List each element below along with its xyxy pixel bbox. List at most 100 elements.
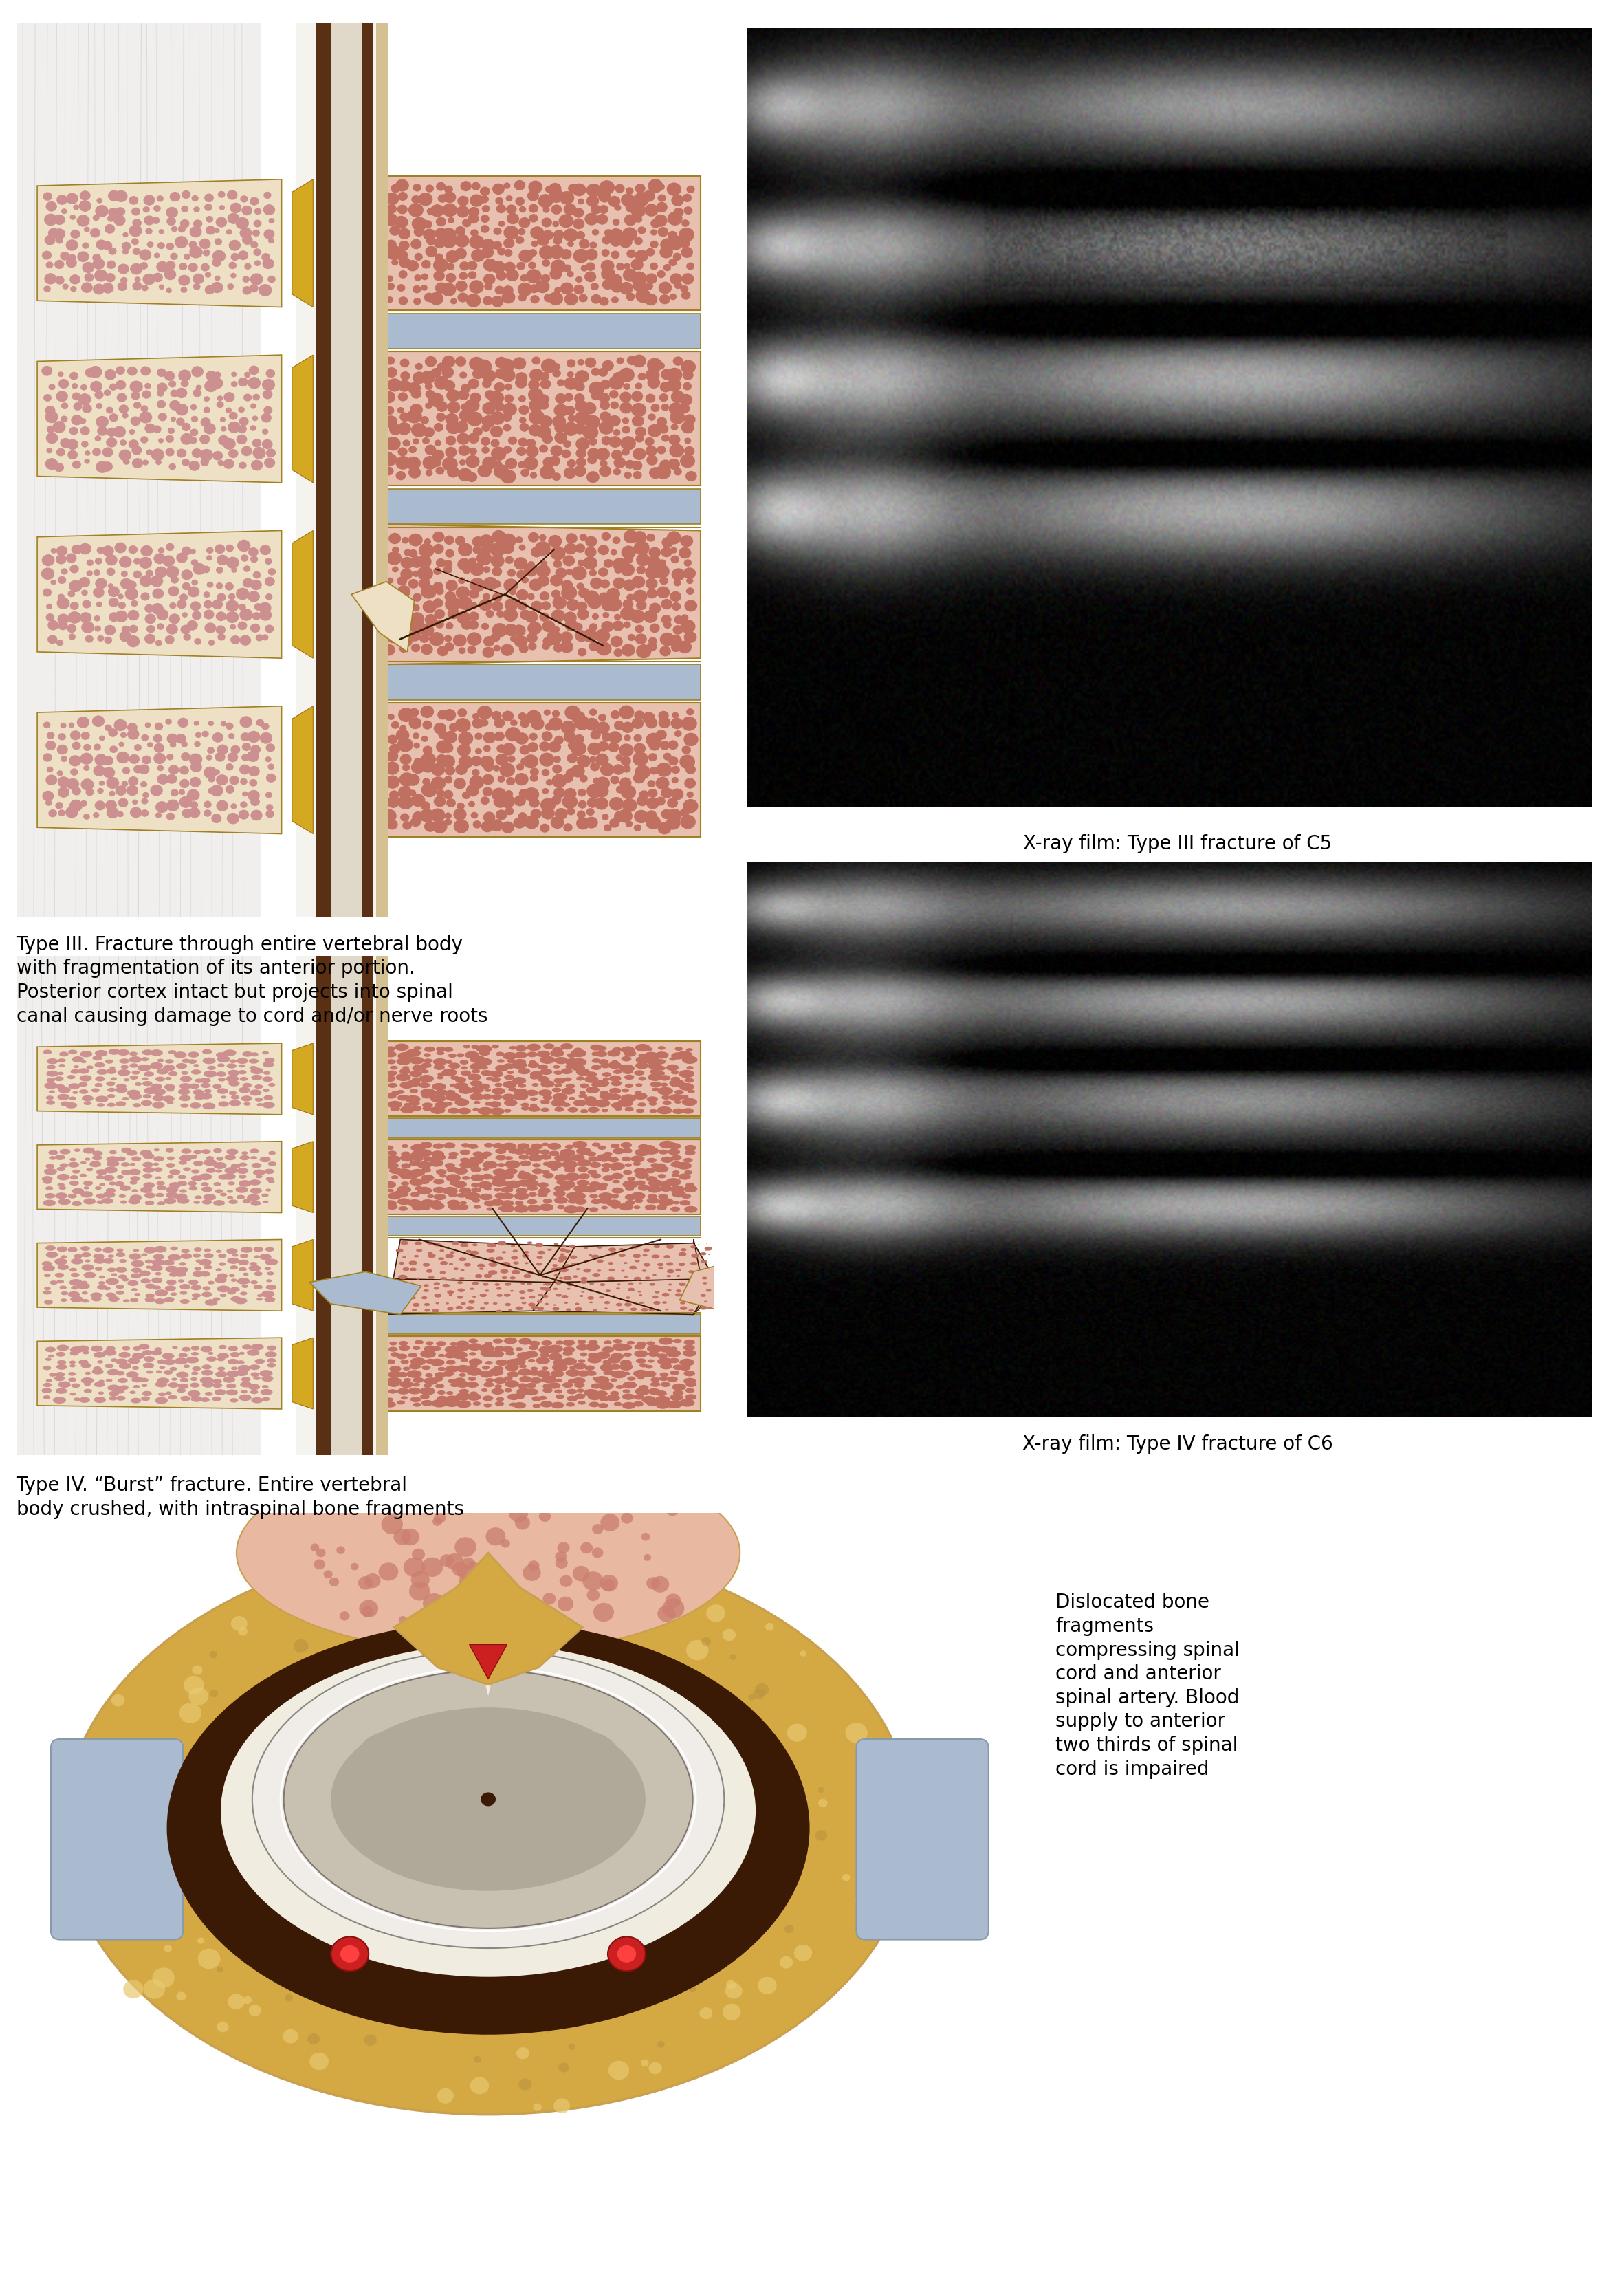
Circle shape [611,1364,620,1371]
Circle shape [658,227,669,236]
Circle shape [661,1382,671,1387]
Circle shape [565,534,578,543]
Circle shape [62,284,68,289]
Circle shape [119,1352,130,1359]
Circle shape [57,1093,70,1100]
Circle shape [567,1396,578,1400]
Circle shape [680,814,695,830]
Circle shape [409,630,421,642]
Circle shape [412,811,424,823]
Circle shape [650,623,659,633]
Circle shape [123,458,130,465]
Circle shape [224,1050,235,1057]
Circle shape [489,1100,502,1107]
Circle shape [577,1632,585,1639]
Circle shape [541,358,557,374]
Circle shape [572,183,586,197]
Circle shape [643,1254,648,1256]
Circle shape [507,1359,520,1366]
Circle shape [398,447,408,456]
Circle shape [572,1155,585,1162]
Polygon shape [37,529,281,658]
Circle shape [198,1174,213,1180]
Circle shape [495,1066,508,1073]
Circle shape [171,1293,177,1295]
Circle shape [464,1052,479,1059]
Circle shape [672,603,680,610]
Circle shape [468,621,479,630]
Circle shape [408,1352,417,1357]
Circle shape [622,426,630,433]
Circle shape [641,1270,646,1272]
Circle shape [60,252,70,261]
Circle shape [666,1593,680,1607]
Circle shape [669,1093,684,1100]
Circle shape [638,1375,645,1380]
Circle shape [120,277,127,284]
Circle shape [408,383,421,394]
Circle shape [382,392,395,403]
Circle shape [140,367,151,376]
Circle shape [190,227,201,238]
Circle shape [171,1247,179,1251]
Circle shape [635,289,651,303]
Circle shape [601,532,611,541]
Circle shape [227,190,237,199]
Circle shape [611,1371,627,1377]
Circle shape [45,1245,55,1251]
Circle shape [60,568,68,575]
Circle shape [55,1258,67,1265]
Circle shape [541,218,552,227]
Circle shape [205,1089,211,1093]
Circle shape [396,1091,404,1093]
Circle shape [231,802,237,809]
Circle shape [541,1080,554,1086]
Circle shape [425,355,437,367]
Circle shape [400,1155,414,1162]
Circle shape [684,1077,693,1082]
Circle shape [646,733,661,747]
Circle shape [482,403,495,415]
Circle shape [648,548,661,557]
Circle shape [788,1724,807,1742]
Circle shape [585,548,596,557]
Circle shape [140,1270,151,1277]
Circle shape [554,1155,568,1162]
Circle shape [57,238,63,243]
Circle shape [58,733,67,740]
Circle shape [140,782,148,788]
Circle shape [486,1077,494,1080]
Circle shape [624,529,638,543]
Circle shape [448,1054,456,1057]
Circle shape [729,1655,736,1659]
Circle shape [481,238,495,252]
Circle shape [590,756,596,763]
Circle shape [169,743,177,747]
Circle shape [492,594,502,603]
Circle shape [409,1581,430,1600]
Circle shape [107,587,120,596]
Circle shape [503,1100,518,1107]
Circle shape [106,800,117,811]
Circle shape [560,1068,573,1075]
Circle shape [680,454,695,468]
Circle shape [99,1183,106,1187]
Circle shape [71,1187,84,1194]
Circle shape [460,1151,471,1155]
Circle shape [534,1242,544,1247]
Circle shape [568,183,578,193]
Circle shape [601,1579,615,1591]
Circle shape [661,433,669,442]
Circle shape [198,1948,221,1969]
Circle shape [239,1174,247,1178]
Circle shape [401,1359,409,1364]
Circle shape [661,809,672,818]
Circle shape [580,1084,590,1089]
Circle shape [646,273,658,284]
Circle shape [588,596,601,610]
Circle shape [70,731,81,740]
Circle shape [179,264,187,270]
Circle shape [235,1187,248,1192]
Circle shape [81,1364,91,1368]
Circle shape [49,1091,55,1093]
